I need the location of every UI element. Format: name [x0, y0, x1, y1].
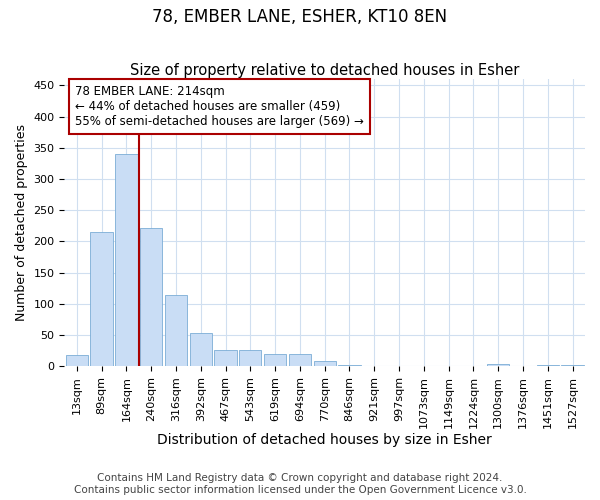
Bar	[91, 232, 113, 366]
Bar	[214, 350, 236, 366]
Bar	[289, 354, 311, 366]
Bar	[264, 354, 286, 366]
Text: 78 EMBER LANE: 214sqm
← 44% of detached houses are smaller (459)
55% of semi-det: 78 EMBER LANE: 214sqm ← 44% of detached …	[75, 85, 364, 128]
Bar	[165, 295, 187, 366]
Text: Contains HM Land Registry data © Crown copyright and database right 2024.
Contai: Contains HM Land Registry data © Crown c…	[74, 474, 526, 495]
Bar	[562, 365, 584, 366]
Y-axis label: Number of detached properties: Number of detached properties	[15, 124, 28, 321]
Bar	[536, 365, 559, 366]
Bar	[140, 228, 163, 366]
Bar	[190, 333, 212, 366]
Bar	[115, 154, 137, 366]
Bar	[239, 350, 262, 366]
Text: 78, EMBER LANE, ESHER, KT10 8EN: 78, EMBER LANE, ESHER, KT10 8EN	[152, 8, 448, 26]
Bar	[487, 364, 509, 366]
Title: Size of property relative to detached houses in Esher: Size of property relative to detached ho…	[130, 63, 520, 78]
Bar	[314, 361, 336, 366]
X-axis label: Distribution of detached houses by size in Esher: Distribution of detached houses by size …	[157, 434, 492, 448]
Bar	[65, 355, 88, 366]
